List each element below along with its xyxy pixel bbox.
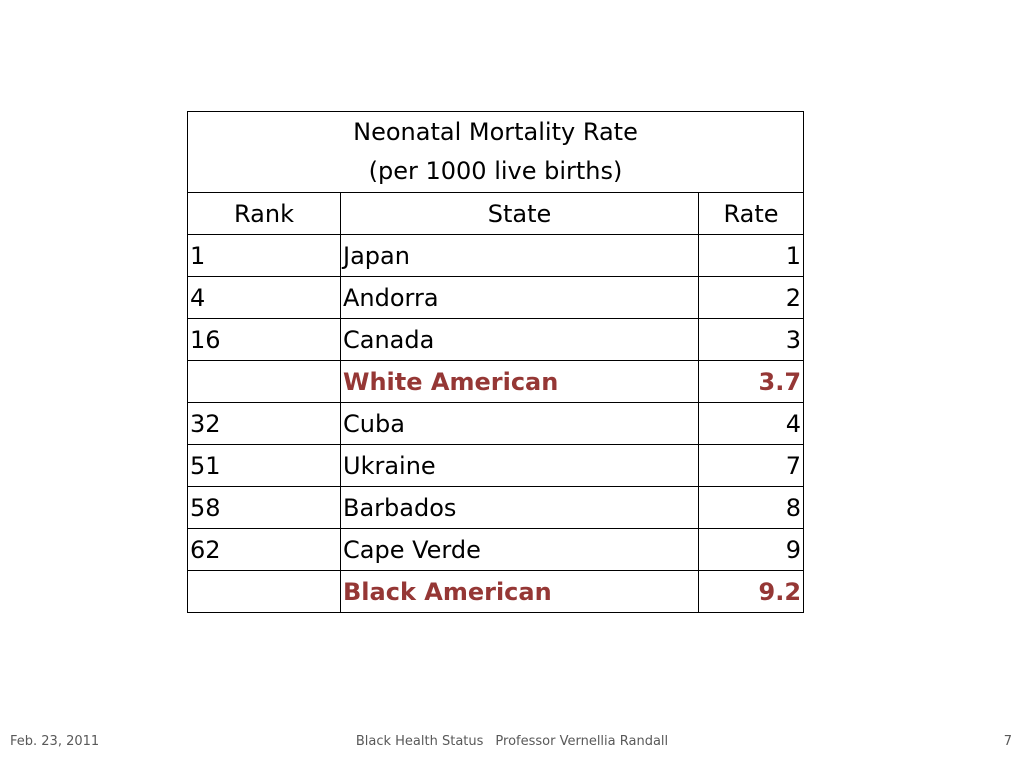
- cell-rank: [187, 570, 341, 613]
- footer-title: Black Health Status: [355, 734, 484, 749]
- cell-rank: 16: [187, 318, 341, 361]
- table-row: 4 Andorra 2: [187, 276, 805, 319]
- cell-rank: 32: [187, 402, 341, 445]
- table-header-row: Rank State Rate: [187, 192, 805, 235]
- cell-rate: 1: [697, 234, 805, 277]
- cell-rate: 2: [697, 276, 805, 319]
- cell-state-highlight: Black American: [340, 570, 699, 613]
- cell-rate: 8: [697, 486, 805, 529]
- table-row: 1 Japan 1: [187, 234, 805, 277]
- cell-state: Cape Verde: [340, 528, 699, 571]
- cell-rate-highlight: 9.2: [697, 570, 805, 613]
- cell-rank: 51: [187, 444, 341, 487]
- mortality-table: Neonatal Mortality Rate (per 1000 live b…: [186, 111, 805, 613]
- cell-rate: 7: [697, 444, 805, 487]
- cell-rank: 1: [187, 234, 341, 277]
- header-rank: Rank: [187, 192, 341, 235]
- cell-state: Barbados: [340, 486, 699, 529]
- table-title-row: Neonatal Mortality Rate (per 1000 live b…: [186, 111, 805, 193]
- table-row: 62 Cape Verde 9: [187, 528, 805, 571]
- table-row: 32 Cuba 4: [187, 402, 805, 445]
- table-row: 51 Ukraine 7: [187, 444, 805, 487]
- cell-rate: 3: [697, 318, 805, 361]
- table-row: 16 Canada 3: [187, 318, 805, 361]
- cell-state-highlight: White American: [340, 360, 699, 403]
- cell-state: Japan: [340, 234, 699, 277]
- cell-rank: 4: [187, 276, 341, 319]
- footer-center: Black Health Status Professor Vernellia R…: [0, 733, 1024, 751]
- table-row-highlight: Black American 9.2: [187, 570, 805, 613]
- cell-rate-highlight: 3.7: [697, 360, 805, 403]
- cell-rank: [187, 360, 341, 403]
- cell-rate: 4: [697, 402, 805, 445]
- footer-date: Feb. 23, 2011: [10, 734, 100, 749]
- table-title-line-1: Neonatal Mortality Rate: [353, 118, 638, 146]
- table-row: 58 Barbados 8: [187, 486, 805, 529]
- table-title-line-2: (per 1000 live births): [368, 157, 623, 185]
- table-row-highlight: White American 3.7: [187, 360, 805, 403]
- cell-state: Cuba: [340, 402, 699, 445]
- cell-rate: 9: [697, 528, 805, 571]
- table-title: Neonatal Mortality Rate (per 1000 live b…: [186, 111, 805, 193]
- header-state: State: [340, 192, 699, 235]
- header-rate: Rate: [697, 192, 805, 235]
- footer-page-number: 7: [1003, 734, 1012, 749]
- cell-state: Andorra: [340, 276, 699, 319]
- cell-rank: 62: [187, 528, 341, 571]
- cell-state: Canada: [340, 318, 699, 361]
- footer-author: Professor Vernellia Randall: [495, 734, 669, 749]
- cell-state: Ukraine: [340, 444, 699, 487]
- cell-rank: 58: [187, 486, 341, 529]
